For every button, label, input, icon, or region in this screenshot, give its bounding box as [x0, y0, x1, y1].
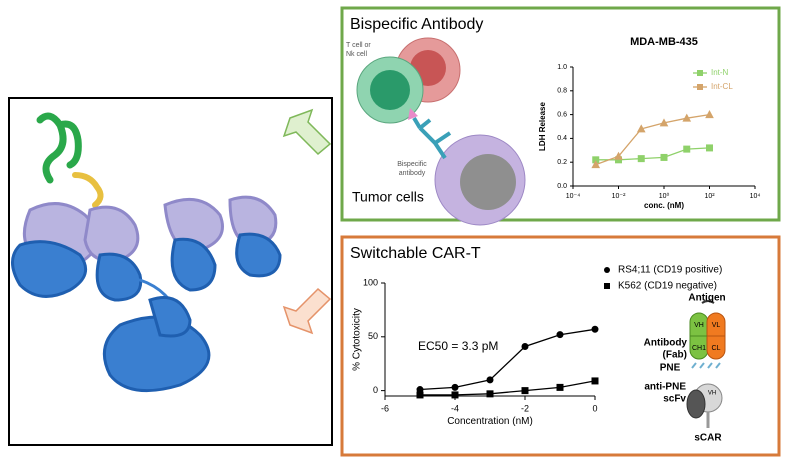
x-tick-label: -4 — [451, 403, 459, 413]
x-tick-label: -6 — [381, 403, 389, 413]
series-line — [420, 380, 596, 396]
x-tick-label: 10² — [704, 193, 715, 200]
scar-label: sCAR — [694, 433, 722, 444]
x-axis-label: conc. (nM) — [644, 201, 684, 210]
data-point — [556, 331, 564, 339]
legend-label: K562 (CD19 negative) — [618, 281, 717, 292]
annotation: EC50 = 3.3 pM — [418, 339, 498, 353]
data-point — [486, 390, 494, 398]
data-point — [637, 155, 645, 163]
data-point — [614, 151, 623, 160]
data-point — [591, 325, 599, 333]
x-tick-label: 10⁴ — [750, 193, 761, 200]
x-tick-label: -2 — [521, 403, 529, 413]
y-tick-label: 0.4 — [557, 135, 567, 142]
data-point — [521, 342, 529, 350]
data-point — [591, 377, 599, 385]
data-point — [683, 145, 691, 153]
y-axis-label: LDH Release — [538, 102, 547, 151]
data-point — [659, 118, 669, 127]
anti-pne-label: anti-PNE — [644, 382, 686, 393]
y-tick-label: 0.0 — [557, 183, 567, 190]
data-point — [660, 153, 668, 161]
data-point — [451, 391, 459, 399]
series-line — [595, 147, 710, 161]
data-point — [591, 160, 601, 169]
scar-diagram — [686, 300, 726, 428]
y-axis-label: % Cytotoxicity — [352, 308, 363, 371]
legend-label: Int-CL — [711, 82, 733, 91]
x-tick-label: 0 — [592, 403, 597, 413]
data-point — [706, 144, 713, 152]
panel-title: Switchable CAR-T — [350, 245, 481, 262]
antibody-label: (Fab) — [663, 350, 687, 361]
bispecific-illustration — [356, 37, 526, 226]
legend-marker — [697, 70, 703, 76]
tumor-label: Tumor cells — [352, 189, 424, 205]
arrow-down — [282, 287, 332, 335]
legend-label: RS4;11 (CD19 positive) — [618, 265, 722, 276]
legend-label: Int-N — [711, 68, 729, 77]
y-tick-label: 0.6 — [557, 111, 567, 118]
arrow-up — [282, 108, 332, 156]
data-point — [682, 113, 692, 122]
panel-title: Bispecific Antibody — [350, 16, 483, 33]
legend-marker — [604, 283, 610, 289]
series-line — [595, 113, 710, 166]
legend-marker — [697, 84, 703, 90]
antibody-label: Antibody — [644, 338, 688, 349]
data-point — [486, 376, 494, 384]
antigen-label: Antigen — [688, 293, 725, 304]
cell-label: Nk cell — [346, 51, 367, 58]
x-tick-label: 10⁻² — [612, 193, 626, 200]
x-axis-label: Concentration (nM) — [447, 416, 533, 427]
cl-label: CL — [712, 345, 721, 352]
chart-title: MDA-MB-435 — [630, 36, 698, 48]
y-tick-label: 0 — [373, 385, 378, 395]
y-tick-label: 0.2 — [557, 159, 567, 166]
data-point — [451, 383, 459, 391]
y-tick-label: 1.0 — [557, 64, 567, 71]
x-tick-label: 10⁻⁴ — [566, 193, 581, 200]
antibody-label: antibody — [399, 170, 426, 177]
data-point — [705, 110, 714, 119]
antibody-label: Bispecific — [397, 161, 427, 168]
y-tick-label: 0.8 — [557, 88, 567, 95]
vh-label: VH — [694, 322, 704, 329]
y-tick-label: 50 — [368, 331, 378, 341]
data-point — [556, 383, 564, 391]
protein-structure — [11, 112, 282, 393]
pne-label: PNE — [660, 363, 681, 374]
y-tick-label: 100 — [363, 277, 378, 287]
anti-pne-label: scFv — [663, 394, 686, 405]
ch1-label: CH1 — [692, 345, 706, 352]
scar-vh-label: VH — [708, 391, 716, 397]
vl-label: VL — [712, 322, 721, 329]
data-point — [521, 387, 529, 395]
legend-marker — [604, 267, 610, 273]
series-line — [419, 328, 596, 391]
data-point — [416, 391, 424, 399]
data-point — [636, 124, 646, 133]
cell-label: T cell or — [346, 42, 371, 49]
x-tick-label: 10⁰ — [659, 192, 670, 200]
